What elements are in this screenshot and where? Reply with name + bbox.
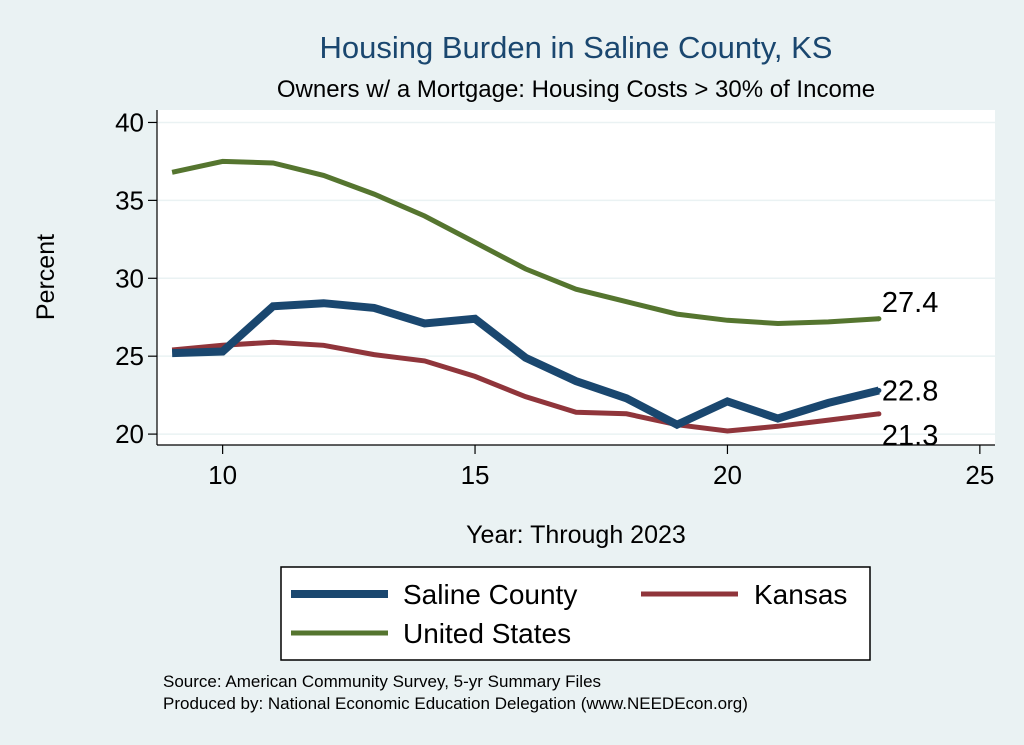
series-line-kansas	[171, 339, 880, 434]
series-layer	[171, 158, 882, 434]
series-end-marker	[876, 316, 882, 322]
legend-label-kansas: Kansas	[754, 579, 847, 610]
x-axis-title: Year: Through 2023	[466, 521, 686, 549]
legend-box	[280, 566, 871, 661]
end-labels: 22.8 21.3 27.4	[882, 287, 938, 452]
chart-title: Housing Burden in Saline County, KS	[320, 30, 833, 65]
plot-region	[157, 110, 995, 445]
x-tick-label: 10	[208, 460, 237, 490]
legend-label-united-states: United States	[403, 618, 571, 649]
series-end-marker	[876, 411, 882, 417]
source-note: Source: American Community Survey, 5-yr …	[163, 672, 601, 691]
series-line-saline-county	[171, 299, 880, 430]
axes: 20 25 30 35 40 10 15 20 25	[115, 107, 995, 490]
legend: Saline County Kansas United States	[280, 566, 871, 661]
gridlines	[157, 121, 995, 435]
series-line-united-states	[171, 158, 880, 327]
y-tick-label: 30	[115, 263, 144, 293]
y-tick-label: 40	[115, 107, 144, 137]
y-tick-label: 20	[115, 419, 144, 449]
y-tick-label: 25	[115, 341, 144, 371]
series-end-marker	[876, 387, 882, 393]
end-value-label: 21.3	[882, 420, 938, 452]
x-tick-label: 25	[965, 460, 994, 490]
end-value-label: 27.4	[882, 287, 938, 319]
y-axis-title: Percent	[32, 234, 60, 320]
end-value-label: 22.8	[882, 375, 938, 407]
legend-label-saline-county: Saline County	[403, 579, 577, 610]
y-tick-label: 35	[115, 185, 144, 215]
producer-note: Produced by: National Economic Education…	[163, 694, 748, 713]
x-tick-label: 15	[461, 460, 490, 490]
x-tick-label: 20	[713, 460, 742, 490]
chart-subtitle: Owners w/ a Mortgage: Housing Costs > 30…	[277, 76, 875, 103]
